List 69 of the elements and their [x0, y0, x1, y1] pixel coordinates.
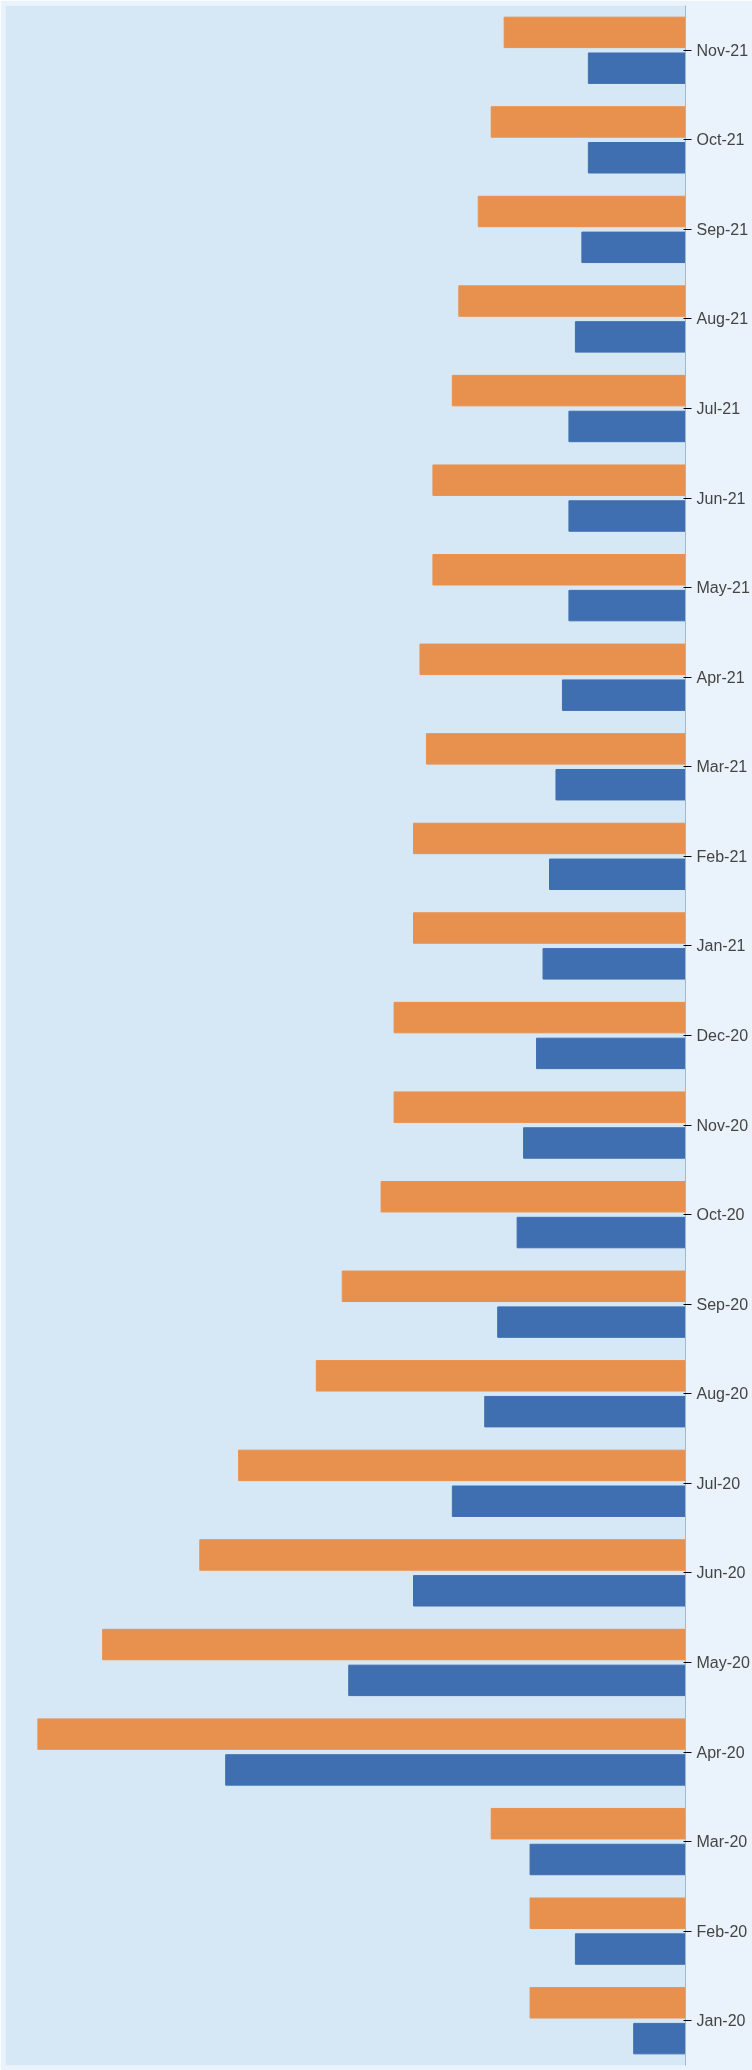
bar: [555, 768, 686, 801]
y-tick-label: Jul-21: [696, 400, 741, 418]
bar: [413, 822, 686, 855]
y-tick-label: Jan-20: [696, 2012, 746, 2030]
bar: [451, 1485, 686, 1517]
bar: [432, 464, 686, 496]
bar: [581, 231, 686, 264]
y-tick-label: Sep-21: [696, 220, 749, 238]
bar: [432, 554, 686, 586]
bar: [568, 500, 686, 532]
bar: [516, 1216, 686, 1249]
y-tick-label: Oct-21: [696, 131, 745, 149]
y-tick-label: Sep-20: [696, 1295, 749, 1313]
bar: [503, 16, 686, 49]
bar: [536, 1037, 686, 1070]
y-tick-label: Dec-20: [696, 1027, 749, 1044]
bar: [348, 1664, 686, 1697]
y-tick-label: Jun-21: [696, 489, 746, 507]
bar: [37, 1718, 686, 1750]
bar: [419, 643, 686, 676]
bar: [549, 858, 686, 891]
bar: [484, 1395, 686, 1428]
bar: [393, 1001, 686, 1034]
bar: [574, 321, 686, 353]
bar: [529, 1843, 686, 1876]
y-tick-label: Jul-20: [696, 1474, 741, 1492]
bar: [413, 1575, 686, 1607]
bar: [542, 948, 686, 980]
bar: [102, 1628, 686, 1661]
bar: [523, 1127, 686, 1159]
y-tick-label: Jun-20: [696, 1564, 746, 1582]
y-tick-label: May-21: [696, 579, 750, 597]
bar: [199, 1539, 686, 1571]
bar: [393, 1091, 686, 1123]
y-tick-label: Feb-20: [696, 1922, 748, 1940]
bar: [587, 142, 686, 174]
bar: [529, 1987, 686, 2019]
bar: [633, 2022, 686, 2055]
bar: [587, 52, 686, 84]
bar: [315, 1360, 686, 1392]
bar: [341, 1270, 686, 1303]
bar: [451, 374, 686, 407]
bar: [477, 195, 686, 228]
y-tick-label: Aug-21: [696, 310, 749, 328]
y-tick-label: Mar-21: [696, 758, 748, 776]
y-tick-label: Jan-21: [696, 937, 746, 955]
bar: [458, 285, 686, 317]
bar: [238, 1449, 686, 1482]
bar: [490, 1807, 686, 1840]
y-tick-label: Oct-20: [696, 1206, 745, 1224]
y-tick-label: Apr-20: [696, 1743, 745, 1761]
bar: [490, 106, 686, 138]
bar: [568, 589, 686, 622]
bar: [413, 912, 686, 944]
bar: [497, 1306, 686, 1338]
bar: [529, 1897, 686, 1929]
y-tick-label: May-20: [696, 1653, 750, 1671]
bar: [568, 410, 686, 443]
y-tick-label: Feb-21: [696, 847, 748, 865]
y-tick-label: Nov-21: [696, 41, 749, 59]
y-tick-label: Aug-20: [696, 1385, 749, 1403]
bar: [425, 733, 686, 765]
y-tick-label: Nov-20: [696, 1116, 749, 1134]
bar: [561, 679, 686, 711]
y-tick-label: Mar-20: [696, 1833, 748, 1851]
y-tick-label: Apr-21: [696, 668, 745, 686]
bar: [380, 1180, 686, 1213]
bar: [574, 1933, 686, 1965]
bar: [225, 1754, 686, 1786]
